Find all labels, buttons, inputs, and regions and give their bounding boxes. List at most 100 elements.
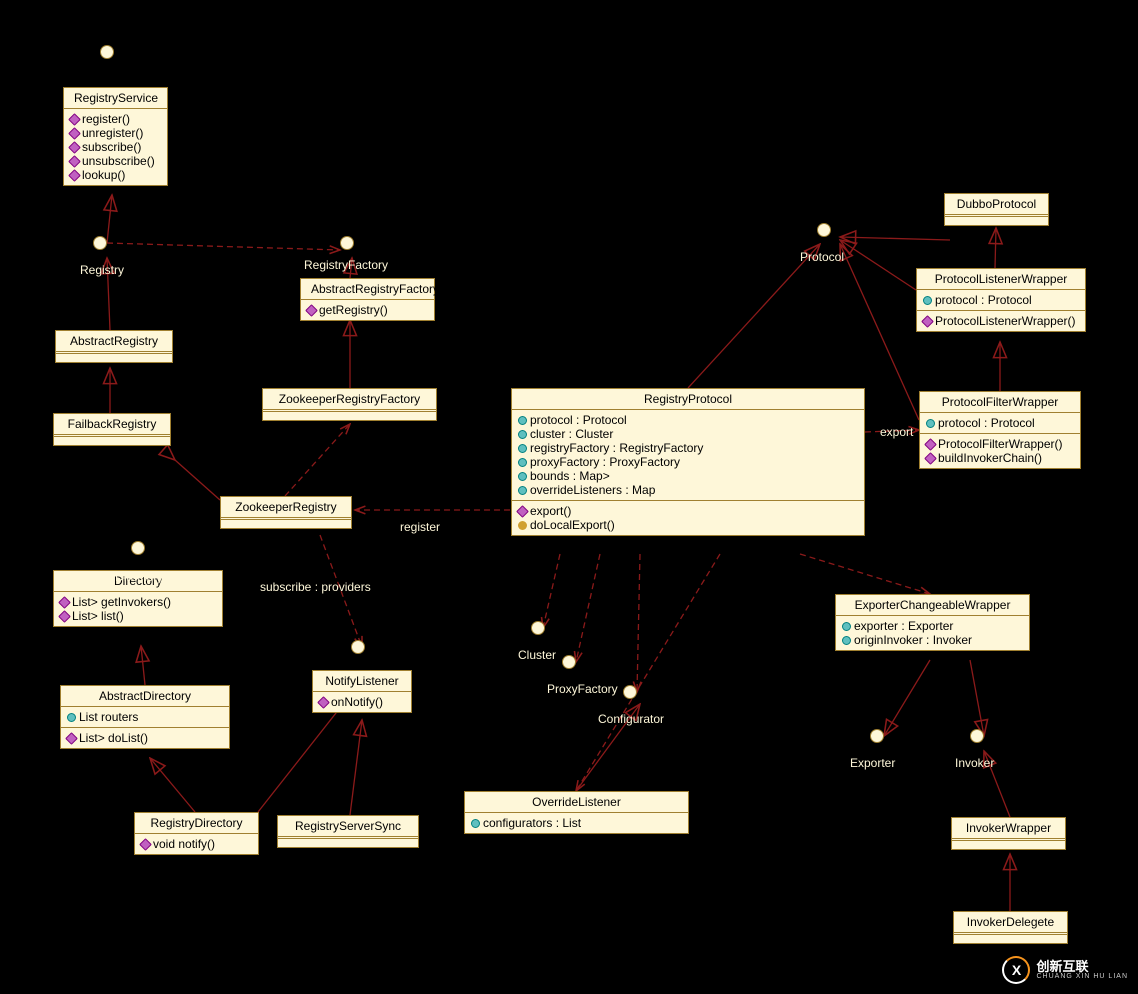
class-abstractRegistryFactory: AbstractRegistryFactorygetRegistry() <box>300 278 435 321</box>
class-title: NotifyListener <box>313 671 411 692</box>
class-registryProtocol: RegistryProtocolprotocol : Protocolclust… <box>511 388 865 536</box>
interface-circle <box>100 45 114 59</box>
op-icon <box>65 732 78 745</box>
class-title: RegistryService <box>64 88 167 109</box>
class-title: RegistryDirectory <box>135 813 258 834</box>
interface-circle <box>562 655 576 669</box>
edge <box>637 554 640 692</box>
class-abstractDirectory: AbstractDirectoryList routersList> doLis… <box>60 685 230 749</box>
attr-icon <box>923 296 932 305</box>
attr-icon <box>518 486 527 495</box>
op-icon <box>68 155 81 168</box>
interface-circle <box>817 223 831 237</box>
class-title: DubboProtocol <box>945 194 1048 217</box>
class-title: ZookeeperRegistryFactory <box>263 389 436 412</box>
label-registryFactory: RegistryFactory <box>304 258 388 272</box>
class-title: RegistryServerSync <box>278 816 418 839</box>
class-title: AbstractRegistry <box>56 331 172 354</box>
interface-circle <box>351 640 365 654</box>
class-registryService: RegistryServiceregister()unregister()sub… <box>63 87 168 186</box>
label-proxyFactory: ProxyFactory <box>547 682 618 696</box>
interface-circle <box>131 541 145 555</box>
class-title: ZookeeperRegistry <box>221 497 351 520</box>
ops-section: onNotify() <box>313 692 411 712</box>
edge <box>688 244 820 388</box>
edge <box>576 554 600 662</box>
op-icon <box>68 127 81 140</box>
class-registryServerSync: RegistryServerSync <box>277 815 419 848</box>
ops-section: export()doLocalExport() <box>512 501 864 535</box>
interface-circle <box>531 621 545 635</box>
label-registry: Registry <box>80 263 124 277</box>
label-invoker: Invoker <box>955 756 994 770</box>
class-title: AbstractDirectory <box>61 686 229 707</box>
label-directory: Directory <box>115 570 163 584</box>
edge <box>141 646 145 685</box>
op-icon <box>516 505 529 518</box>
attrs-section: protocol : Protocol <box>917 290 1085 311</box>
ops-section: List> getInvokers()List> list() <box>54 592 222 626</box>
label-configurator: Configurator <box>598 712 664 726</box>
attr-icon <box>842 636 851 645</box>
attr-icon <box>67 713 76 722</box>
edge <box>543 554 560 628</box>
edge <box>840 240 916 290</box>
class-title: AbstractRegistryFactory <box>301 279 434 300</box>
class-title: FailbackRegistry <box>54 414 170 437</box>
label-protocol: Protocol <box>800 250 844 264</box>
edge <box>150 758 195 812</box>
edge <box>285 424 350 496</box>
edge <box>107 195 112 243</box>
watermark: 创新互联 CHUANG XIN HU LIAN <box>1002 956 1128 984</box>
edge <box>800 554 930 594</box>
class-title: ExporterChangeableWrapper <box>836 595 1029 616</box>
class-protocolListenerWrapper: ProtocolListenerWrapperprotocol : Protoc… <box>916 268 1086 332</box>
attr-icon <box>842 622 851 631</box>
attr-icon <box>518 430 527 439</box>
op-icon <box>518 521 527 530</box>
interface-circle <box>340 236 354 250</box>
class-exporterChangeableWrapper: ExporterChangeableWrapperexporter : Expo… <box>835 594 1030 651</box>
class-overrideListener: OverrideListenerconfigurators : List <box>464 791 689 834</box>
attr-icon <box>518 472 527 481</box>
class-title: RegistryProtocol <box>512 389 864 410</box>
label-export: export <box>880 425 913 439</box>
attr-icon <box>471 819 480 828</box>
watermark-en: CHUANG XIN HU LIAN <box>1036 973 1128 980</box>
class-notifyListener: NotifyListeneronNotify() <box>312 670 412 713</box>
class-failbackRegistry: FailbackRegistry <box>53 413 171 446</box>
edge <box>995 228 996 268</box>
edge <box>884 660 930 736</box>
op-icon <box>68 113 81 126</box>
ops-section: ProtocolListenerWrapper() <box>917 311 1085 331</box>
logo-icon <box>1002 956 1030 984</box>
class-title: ProtocolFilterWrapper <box>920 392 1080 413</box>
edge <box>350 720 362 815</box>
op-icon <box>58 610 71 623</box>
ops-section: getRegistry() <box>301 300 434 320</box>
op-icon <box>924 452 937 465</box>
label-exporter: Exporter <box>850 756 895 770</box>
interface-circle <box>970 729 984 743</box>
label-cluster: Cluster <box>518 648 556 662</box>
label-registerEdge: register <box>400 520 440 534</box>
edge <box>175 460 220 500</box>
attrs-section: exporter : ExporteroriginInvoker : Invok… <box>836 616 1029 650</box>
class-title: OverrideListener <box>465 792 688 813</box>
attrs-section: List routers <box>61 707 229 728</box>
op-icon <box>68 141 81 154</box>
op-icon <box>68 169 81 182</box>
class-title: InvokerWrapper <box>952 818 1065 841</box>
op-icon <box>921 315 934 328</box>
ops-section: register()unregister()subscribe()unsubsc… <box>64 109 167 185</box>
op-icon <box>924 438 937 451</box>
class-abstractRegistry: AbstractRegistry <box>55 330 173 363</box>
class-registryDirectory: RegistryDirectoryvoid notify() <box>134 812 259 855</box>
op-icon <box>317 696 330 709</box>
class-zookeeperRegistry: ZookeeperRegistry <box>220 496 352 529</box>
ops-section: List> doList() <box>61 728 229 748</box>
ops-section: ProtocolFilterWrapper()buildInvokerChain… <box>920 434 1080 468</box>
op-icon <box>139 838 152 851</box>
edge <box>107 243 340 250</box>
op-icon <box>305 304 318 317</box>
